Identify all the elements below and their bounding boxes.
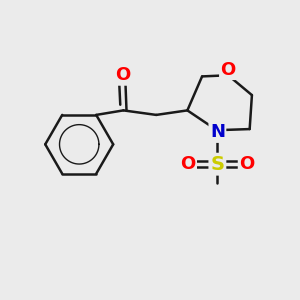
Text: O: O bbox=[239, 155, 254, 173]
Text: S: S bbox=[210, 155, 224, 174]
Text: O: O bbox=[220, 61, 236, 79]
Text: O: O bbox=[115, 66, 130, 84]
Text: O: O bbox=[180, 155, 196, 173]
Text: N: N bbox=[210, 124, 225, 142]
